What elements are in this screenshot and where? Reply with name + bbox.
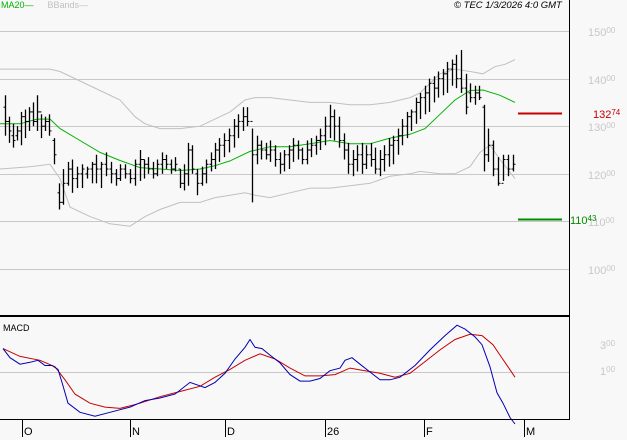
support-int: 110 — [570, 214, 588, 227]
label-dec: 00 — [606, 263, 616, 273]
label-dec: 00 — [606, 168, 616, 178]
legend-ma20: MA20— — [1, 0, 34, 10]
price-axis-label: 14000 — [588, 73, 615, 87]
x-axis-ticks — [22, 420, 525, 437]
label-dec: 00 — [606, 339, 616, 348]
label-int: 120 — [588, 169, 607, 182]
x-axis-label: D — [227, 426, 235, 438]
price-axis-label: 13000 — [588, 120, 615, 134]
label-dec: 00 — [606, 120, 616, 130]
label-dec: 00 — [606, 365, 616, 374]
resistance-int: 132 — [593, 108, 612, 121]
support-dec: 43 — [587, 213, 597, 223]
copyright-timestamp: © TEC 1/3/2026 4:0 GMT — [454, 0, 562, 11]
bb-upper-line — [0, 59, 516, 130]
label-int: 140 — [588, 74, 607, 87]
legend-bbands: BBands— — [47, 0, 89, 10]
label-int: 110 — [588, 216, 606, 229]
price-levels — [518, 112, 562, 221]
macd-axis-label: 100 — [600, 364, 615, 378]
x-axis-label: 26 — [327, 426, 340, 438]
label-int: 100 — [588, 264, 607, 277]
legend-bbands-label: BBands — [47, 0, 80, 10]
label-dec: 00 — [605, 215, 615, 225]
price-axis-label: 12000 — [588, 168, 615, 182]
label-int: 3 — [600, 340, 607, 352]
label-dec: 00 — [606, 25, 616, 35]
price-axis-label: 11000 — [588, 215, 614, 229]
macd-axis-label: 300 — [600, 338, 615, 352]
resistance-level-label: 13274 — [593, 107, 620, 121]
label-int: 1 — [600, 366, 607, 378]
resistance-dec: 74 — [611, 107, 621, 117]
macd-lines — [0, 324, 569, 425]
price-axis-label: 10000 — [588, 263, 615, 277]
bb-lower-line — [0, 144, 516, 227]
legend-ma20-label: MA20 — [1, 0, 25, 10]
ma20-polyline — [0, 89, 516, 172]
chart-legend: MA20— BBands— — [1, 0, 88, 11]
ma20-line — [0, 89, 516, 172]
macd-signal-line — [2, 333, 516, 409]
price-gridlines — [0, 31, 569, 270]
label-int: 150 — [588, 26, 607, 39]
x-axis-label: O — [24, 426, 33, 438]
x-axis-label: M — [526, 426, 536, 438]
price-axis-label: 15000 — [588, 25, 615, 39]
label-dec: 00 — [606, 73, 616, 83]
ohlc-bars — [3, 50, 516, 210]
x-axis-label: F — [426, 426, 433, 438]
macd-line — [2, 324, 516, 425]
label-int: 130 — [588, 121, 607, 134]
macd-title: MACD — [3, 323, 30, 333]
x-axis-label: N — [132, 426, 140, 438]
support-level-label: 11043 — [570, 213, 596, 227]
